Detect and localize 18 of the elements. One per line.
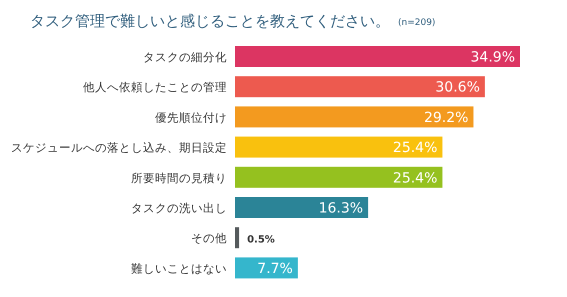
value-label: 30.6% — [435, 80, 480, 96]
category-label: その他 — [191, 231, 227, 246]
value-label: 25.4% — [392, 140, 438, 156]
value-label: 25.4% — [392, 170, 438, 186]
title: タスク管理で難しいと感じることを教えてください。 — [30, 12, 390, 30]
category-label: 所要時間の見積り — [131, 170, 227, 185]
category-label: タスクの細分化 — [143, 50, 227, 64]
category-label: 難しいことはない — [131, 261, 227, 276]
category-label: スケジュールへの落とし込み、期日設定 — [11, 140, 227, 155]
subtitle: (n=209) — [398, 18, 436, 28]
category-label: 他人へ依頼したことの管理 — [83, 80, 227, 94]
category-label: 優先順位付け — [155, 110, 227, 124]
value-label: 16.3% — [318, 200, 364, 216]
value-label: 0.5% — [247, 234, 275, 246]
value-label: 7.7% — [257, 260, 293, 277]
value-label: 29.2% — [424, 110, 468, 126]
category-label: タスクの洗い出し — [131, 201, 227, 215]
value-label: 34.9% — [470, 50, 515, 66]
